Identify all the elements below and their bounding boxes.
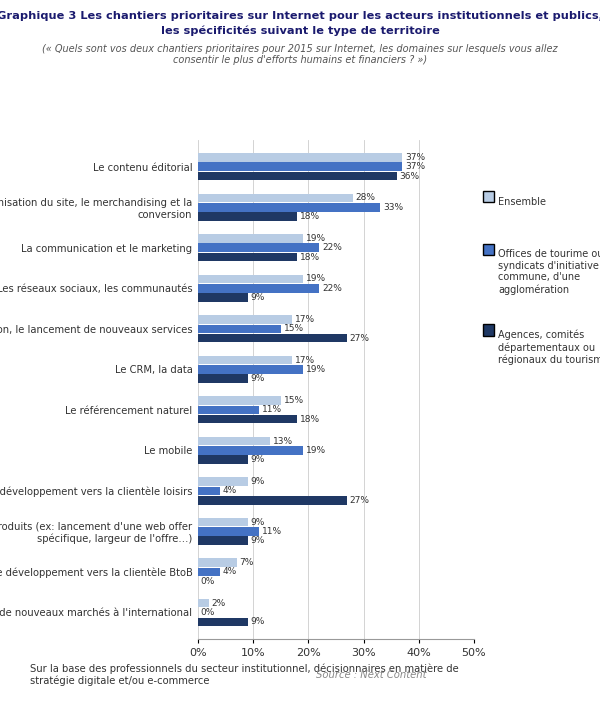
Text: Source : Next Content: Source : Next Content xyxy=(316,670,426,680)
Bar xyxy=(198,162,402,171)
Text: (« Quels sont vos deux chantiers prioritaires pour 2015 sur Internet, les domain: (« Quels sont vos deux chantiers priorit… xyxy=(42,44,558,53)
Bar xyxy=(198,456,248,464)
Bar xyxy=(198,334,347,343)
Text: 4%: 4% xyxy=(223,567,237,576)
Text: Offices de tourime ou
syndicats d'initiative d'une
commune, d'une
agglomération: Offices de tourime ou syndicats d'initia… xyxy=(498,249,600,295)
Bar xyxy=(198,293,248,302)
Text: 22%: 22% xyxy=(322,244,342,252)
Bar xyxy=(198,203,380,211)
Bar xyxy=(198,284,319,293)
Text: 18%: 18% xyxy=(300,253,320,262)
Bar xyxy=(198,599,209,607)
Text: 4%: 4% xyxy=(223,486,237,496)
Text: 11%: 11% xyxy=(262,405,281,414)
Bar xyxy=(198,446,303,455)
Bar xyxy=(198,365,303,373)
Text: Sur la base des professionnels du secteur institutionnel, décisionnaires en mati: Sur la base des professionnels du secteu… xyxy=(30,663,459,686)
Text: 22%: 22% xyxy=(322,284,342,293)
Bar xyxy=(198,496,347,505)
Text: 0%: 0% xyxy=(201,608,215,617)
Text: 9%: 9% xyxy=(250,477,265,486)
Bar xyxy=(198,486,220,495)
Text: 28%: 28% xyxy=(355,194,376,202)
Bar xyxy=(198,618,248,626)
Bar xyxy=(198,172,397,180)
Text: 7%: 7% xyxy=(239,558,254,567)
Bar xyxy=(198,253,298,261)
Bar xyxy=(198,356,292,364)
Bar xyxy=(198,568,220,576)
Text: 9%: 9% xyxy=(250,536,265,545)
Bar xyxy=(198,518,248,526)
Bar xyxy=(198,274,303,284)
Text: 33%: 33% xyxy=(383,203,403,212)
Text: Ensemble: Ensemble xyxy=(498,197,546,206)
Text: 9%: 9% xyxy=(250,293,265,302)
Text: consentir le plus d'efforts humains et financiers ? »): consentir le plus d'efforts humains et f… xyxy=(173,55,427,65)
Bar xyxy=(198,527,259,536)
Text: 11%: 11% xyxy=(262,527,281,536)
Text: les spécificités suivant le type de territoire: les spécificités suivant le type de terr… xyxy=(161,26,439,37)
Bar xyxy=(198,153,402,161)
Bar xyxy=(198,324,281,333)
Bar xyxy=(198,558,236,567)
Text: 27%: 27% xyxy=(350,496,370,505)
Bar xyxy=(198,374,248,383)
Text: 19%: 19% xyxy=(305,365,326,374)
Text: 13%: 13% xyxy=(272,437,293,446)
Text: 19%: 19% xyxy=(305,446,326,455)
Bar xyxy=(198,396,281,405)
Text: 9%: 9% xyxy=(250,374,265,383)
Bar xyxy=(198,415,298,423)
Text: 9%: 9% xyxy=(250,617,265,626)
Text: 9%: 9% xyxy=(250,517,265,526)
Text: 15%: 15% xyxy=(284,396,304,405)
Text: 36%: 36% xyxy=(400,171,419,180)
Text: 37%: 37% xyxy=(405,162,425,171)
Bar xyxy=(198,437,270,445)
Text: Graphique 3 Les chantiers prioritaires sur Internet pour les acteurs institution: Graphique 3 Les chantiers prioritaires s… xyxy=(0,11,600,20)
Text: 19%: 19% xyxy=(305,274,326,284)
Text: 19%: 19% xyxy=(305,234,326,243)
Bar xyxy=(198,212,298,221)
Bar xyxy=(198,244,319,252)
Text: Agences, comités
départementaux ou
régionaux du tourisme: Agences, comités départementaux ou régio… xyxy=(498,330,600,365)
Text: 2%: 2% xyxy=(212,599,226,608)
Bar xyxy=(198,315,292,324)
Text: 27%: 27% xyxy=(350,333,370,343)
Text: 37%: 37% xyxy=(405,153,425,162)
Text: 17%: 17% xyxy=(295,315,315,324)
Text: 15%: 15% xyxy=(284,324,304,333)
Bar xyxy=(198,477,248,486)
Text: 0%: 0% xyxy=(201,577,215,585)
Text: 9%: 9% xyxy=(250,455,265,464)
Bar xyxy=(198,194,353,202)
Text: 18%: 18% xyxy=(300,212,320,221)
Bar xyxy=(198,234,303,243)
Bar xyxy=(198,406,259,414)
Text: 17%: 17% xyxy=(295,355,315,364)
Text: 18%: 18% xyxy=(300,415,320,424)
Bar xyxy=(198,536,248,545)
